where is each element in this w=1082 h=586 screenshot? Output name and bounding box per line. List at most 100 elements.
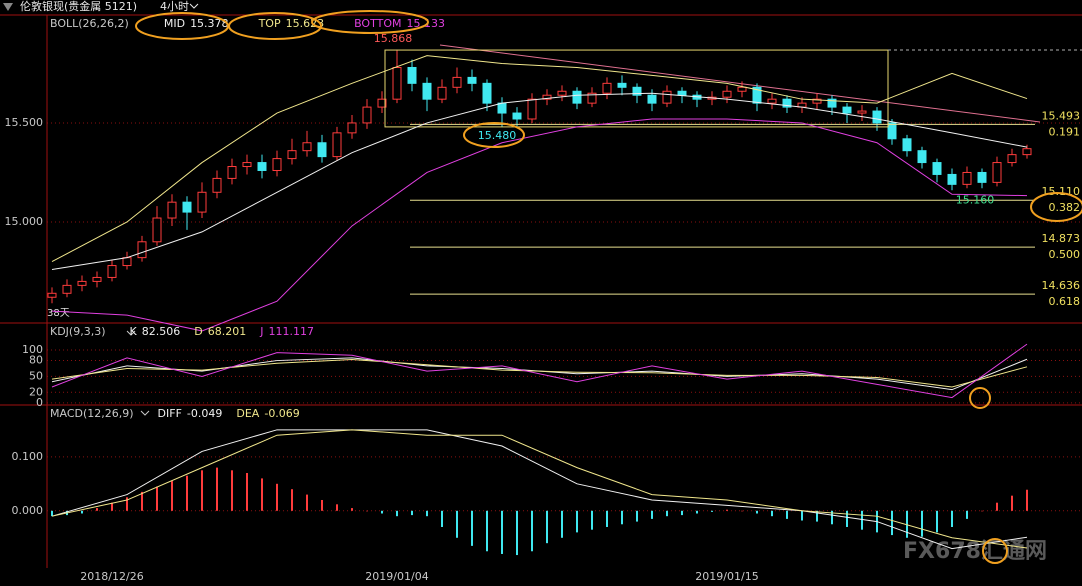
period-selector[interactable]: 4小时 <box>160 0 189 13</box>
indicator-label: MACD(12,26,9) <box>50 407 134 420</box>
candle-body <box>332 132 342 158</box>
macd-bar <box>786 510 788 519</box>
candle-body <box>812 98 822 104</box>
fib-ratio-label: 0.500 <box>1049 248 1081 261</box>
macd-bar <box>576 510 578 533</box>
candle-body <box>77 280 87 286</box>
candle-body <box>947 173 957 185</box>
macd-bar <box>621 510 623 525</box>
y-tick-label: 0 <box>36 396 43 409</box>
candle-body <box>662 90 672 104</box>
candle-body <box>617 82 627 88</box>
macd-bar <box>816 510 818 522</box>
macd-bar <box>441 510 443 527</box>
watermark: FX678汇通网 <box>903 539 1047 564</box>
y-tick-label: 20 <box>29 385 43 398</box>
macd-bar <box>711 510 713 512</box>
indicator-line <box>51 429 1028 549</box>
indicator-line <box>51 359 1028 388</box>
macd-bar <box>366 510 368 512</box>
y-tick-label: 100 <box>22 343 43 356</box>
candle-body <box>152 217 162 243</box>
macd-bar <box>1011 495 1013 511</box>
fib-price-label: 14.873 <box>1042 232 1081 245</box>
indicator-chevron[interactable] <box>126 330 136 336</box>
macd-bar <box>336 504 338 511</box>
candle-body <box>962 171 972 185</box>
fib-ratio-label: 0.191 <box>1049 125 1081 138</box>
candle-body <box>917 150 927 164</box>
candle-body <box>452 76 462 88</box>
price-annotation: 15.160 <box>956 193 995 206</box>
macd-bar <box>831 510 833 525</box>
candle-body <box>467 76 477 84</box>
legend-name: TOP <box>258 17 281 30</box>
period-chevron[interactable] <box>189 3 199 9</box>
macd-bar <box>396 510 398 517</box>
candle-body <box>212 177 222 193</box>
macd-bar <box>801 510 803 521</box>
price-annotation: 15.868 <box>374 32 413 45</box>
candle-body <box>122 257 132 267</box>
fib-ratio-label: 0.618 <box>1049 295 1081 308</box>
macd-bar <box>261 478 263 511</box>
legend-value: 15.378 <box>190 17 229 30</box>
macd-bar <box>81 510 83 514</box>
x-tick-label: 2019/01/04 <box>365 570 428 583</box>
candle-body <box>857 110 867 114</box>
menu-icon[interactable] <box>3 3 13 11</box>
indicator-label: KDJ(9,3,3) <box>50 325 106 338</box>
indicator-line <box>51 429 1028 550</box>
candle-body <box>137 241 147 259</box>
y-tick-label: 0.100 <box>12 450 44 463</box>
candle-body <box>92 276 102 282</box>
macd-bar <box>726 509 728 511</box>
candle-body <box>872 110 882 124</box>
macd-bar <box>531 510 533 552</box>
candle-body <box>437 86 447 100</box>
y-tick-label: 0.000 <box>12 504 44 517</box>
legend-name: K <box>130 325 138 338</box>
macd-bar <box>96 508 98 511</box>
candle-body <box>827 98 837 108</box>
y-tick-label: 80 <box>29 354 43 367</box>
y-tick-label: 50 <box>29 369 43 382</box>
candle-body <box>362 106 372 124</box>
highlight-ellipse <box>463 122 525 148</box>
macd-bar <box>231 470 233 511</box>
candle-body <box>302 142 312 152</box>
legend-value: 15.133 <box>406 17 445 30</box>
legend-value: -0.049 <box>187 407 222 420</box>
indicator-chevron[interactable] <box>140 410 150 416</box>
legend-name: J <box>259 325 263 338</box>
highlight-ellipse <box>969 387 991 409</box>
header-title: 伦敦银现(贵金属 5121) <box>20 0 137 13</box>
macd-bar <box>351 508 353 511</box>
macd-bar <box>456 510 458 538</box>
fib-price-label: 15.493 <box>1042 109 1081 122</box>
legend-value: 111.117 <box>268 325 314 338</box>
macd-bar <box>636 510 638 522</box>
indicator-line <box>51 55 1028 263</box>
candle-body <box>677 90 687 96</box>
candle-body <box>62 284 72 294</box>
candle-body <box>497 102 507 114</box>
candle-body <box>932 162 942 175</box>
trend-line <box>439 44 1041 123</box>
highlight-ellipse <box>982 538 1008 564</box>
macd-bar <box>411 510 413 516</box>
candle-body <box>572 90 582 104</box>
candle-body <box>512 112 522 120</box>
macd-bar <box>771 510 773 517</box>
fib-price-label: 14.636 <box>1042 279 1081 292</box>
candle-body <box>587 92 597 104</box>
candle-body <box>317 142 327 158</box>
macd-bar <box>471 510 473 546</box>
candle-body <box>167 201 177 219</box>
candle-body <box>392 66 402 100</box>
macd-bar <box>276 483 278 511</box>
legend-name: MID <box>164 17 185 30</box>
